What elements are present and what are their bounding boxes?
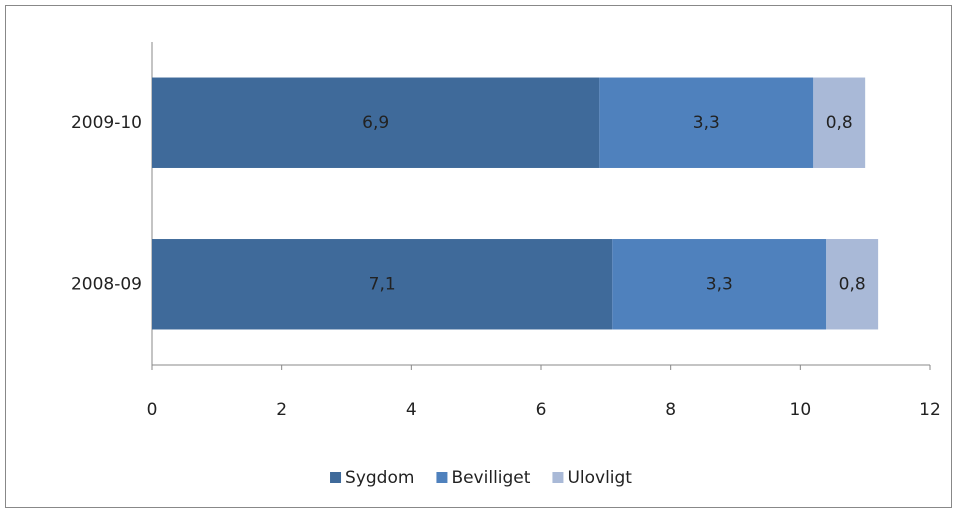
data-label: 7,1 [369, 274, 396, 294]
legend-label: Sygdom [345, 468, 414, 488]
legend-swatch [436, 472, 448, 483]
x-tick-label: 10 [790, 400, 812, 420]
legend-swatch [330, 472, 342, 483]
data-label: 6,9 [362, 113, 389, 133]
y-tick-label: 2008-09 [71, 274, 142, 294]
bar-segment [612, 239, 827, 330]
legend-label: Bevilliget [451, 468, 530, 488]
bar-segment [152, 239, 613, 330]
bar-segment [152, 77, 600, 168]
legend-swatch [552, 472, 564, 483]
y-tick-label: 2009-10 [71, 113, 142, 133]
x-tick-label: 2 [276, 400, 287, 420]
bar-segment [599, 77, 814, 168]
legend-label: Ulovligt [567, 468, 632, 488]
x-tick-label: 6 [536, 400, 547, 420]
x-tick-label: 0 [147, 400, 158, 420]
bar-segment [813, 77, 866, 168]
data-label: 3,3 [706, 274, 733, 294]
x-tick-label: 4 [406, 400, 417, 420]
data-label: 0,8 [839, 274, 866, 294]
data-label: 0,8 [826, 113, 853, 133]
data-label: 3,3 [693, 113, 720, 133]
x-tick-label: 12 [919, 400, 941, 420]
x-tick-label: 8 [665, 400, 676, 420]
bar-segment [826, 239, 879, 330]
